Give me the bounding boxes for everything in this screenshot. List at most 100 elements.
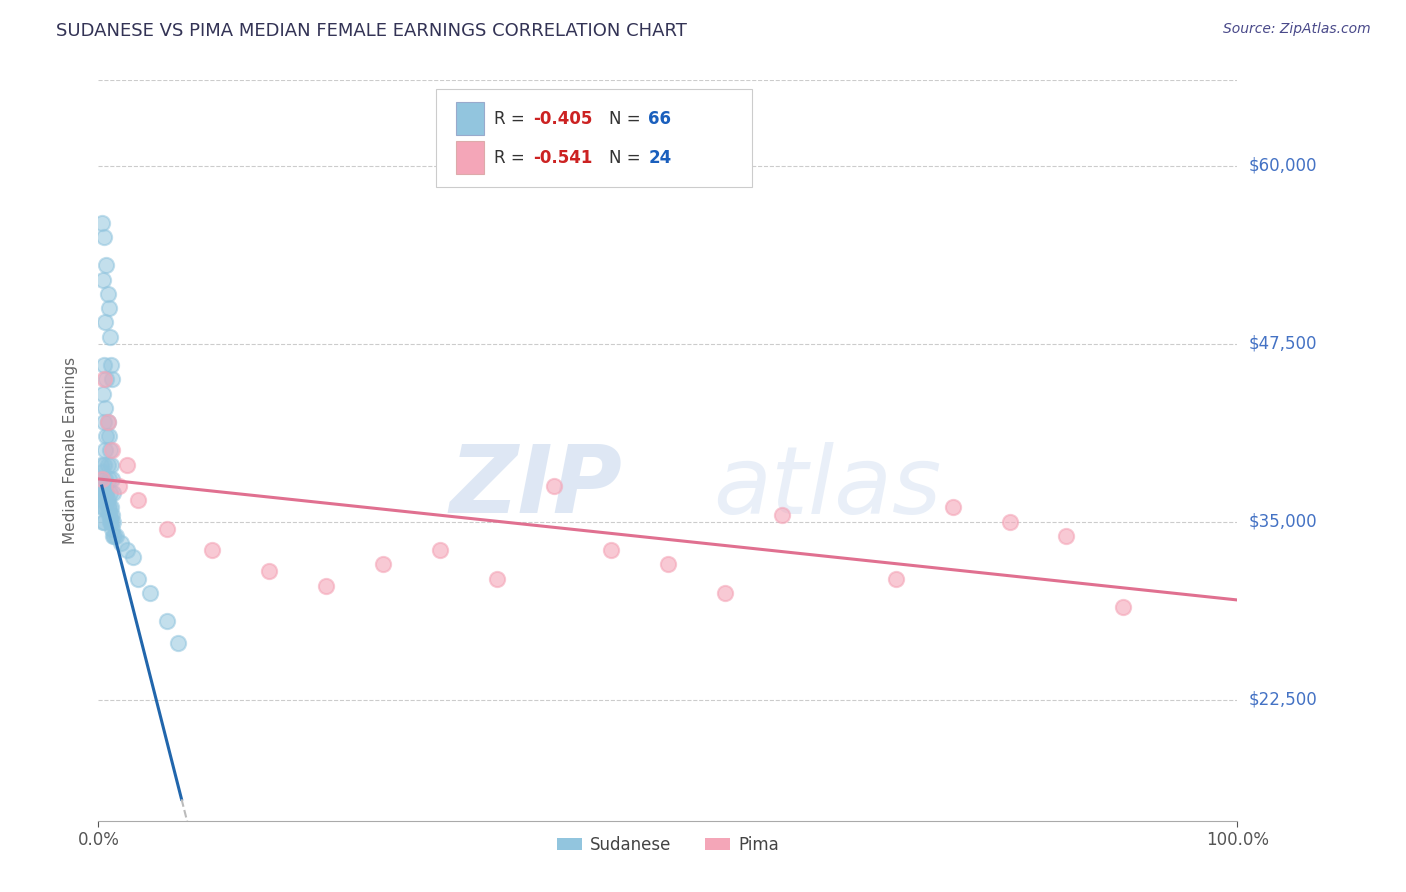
- Point: [103, 529, 125, 543]
- Point: [98, 486, 121, 500]
- Point: [121, 550, 143, 565]
- Point: [98, 443, 121, 458]
- Point: [96, 259, 118, 273]
- Point: [108, 479, 131, 493]
- Point: [115, 458, 138, 472]
- Point: [96, 286, 118, 301]
- Point: [94, 443, 117, 458]
- Text: $22,500: $22,500: [1249, 690, 1317, 708]
- Point: [97, 508, 120, 522]
- Point: [1054, 529, 1078, 543]
- Point: [96, 486, 118, 500]
- Point: [94, 486, 117, 500]
- Point: [93, 515, 115, 529]
- Text: atlas: atlas: [713, 442, 942, 533]
- Point: [103, 515, 125, 529]
- Point: [101, 443, 124, 458]
- Text: $35,000: $35,000: [1249, 513, 1317, 531]
- Point: [93, 486, 115, 500]
- Point: [97, 500, 120, 515]
- Point: [101, 372, 124, 386]
- Point: [770, 508, 793, 522]
- Point: [90, 486, 112, 500]
- Point: [93, 230, 115, 244]
- Point: [91, 272, 114, 286]
- Point: [998, 515, 1021, 529]
- Point: [93, 415, 115, 429]
- Point: [97, 472, 120, 486]
- Point: [201, 543, 224, 558]
- Point: [259, 565, 281, 579]
- Point: [90, 216, 112, 230]
- Text: SUDANESE VS PIMA MEDIAN FEMALE EARNINGS CORRELATION CHART: SUDANESE VS PIMA MEDIAN FEMALE EARNINGS …: [56, 22, 688, 40]
- Legend: Sudanese, Pima: Sudanese, Pima: [550, 829, 786, 861]
- Y-axis label: Median Female Earnings: Median Female Earnings: [63, 357, 77, 544]
- Point: [90, 472, 112, 486]
- Point: [93, 372, 115, 386]
- Point: [90, 465, 112, 479]
- Point: [97, 301, 120, 315]
- Point: [543, 479, 565, 493]
- Point: [600, 543, 623, 558]
- Point: [90, 458, 112, 472]
- Point: [96, 372, 118, 386]
- Point: [96, 500, 118, 515]
- Point: [101, 472, 124, 486]
- Text: R =: R =: [494, 110, 530, 128]
- Text: 66: 66: [648, 110, 671, 128]
- Point: [100, 458, 122, 472]
- Point: [98, 508, 121, 522]
- Point: [94, 472, 117, 486]
- Point: [96, 415, 118, 429]
- Text: $60,000: $60,000: [1249, 157, 1317, 175]
- Point: [94, 315, 117, 329]
- Point: [96, 493, 118, 508]
- Point: [96, 429, 118, 443]
- Point: [96, 415, 118, 429]
- Point: [156, 522, 179, 536]
- Point: [90, 500, 112, 515]
- Point: [138, 586, 160, 600]
- Point: [884, 572, 907, 586]
- Point: [98, 329, 121, 343]
- Point: [90, 493, 112, 508]
- Point: [156, 615, 179, 629]
- Point: [101, 508, 124, 522]
- Point: [94, 401, 117, 415]
- Point: [91, 500, 114, 515]
- Point: [96, 493, 118, 508]
- Point: [100, 358, 122, 372]
- Point: [104, 529, 127, 543]
- Text: $47,500: $47,500: [1249, 334, 1317, 352]
- Text: ZIP: ZIP: [450, 442, 623, 533]
- Text: -0.405: -0.405: [533, 110, 592, 128]
- Point: [429, 543, 451, 558]
- Point: [100, 515, 122, 529]
- Point: [1112, 600, 1135, 615]
- Point: [97, 429, 120, 443]
- Text: N =: N =: [609, 110, 645, 128]
- Point: [127, 572, 149, 586]
- Point: [93, 358, 115, 372]
- Point: [115, 543, 138, 558]
- Point: [714, 586, 737, 600]
- Point: [93, 479, 115, 493]
- Point: [486, 572, 509, 586]
- Point: [371, 558, 394, 572]
- Point: [91, 479, 114, 493]
- Point: [91, 386, 114, 401]
- Point: [98, 515, 121, 529]
- Point: [91, 515, 114, 529]
- Point: [90, 472, 112, 486]
- Text: R =: R =: [494, 149, 530, 167]
- Point: [657, 558, 679, 572]
- Point: [101, 522, 124, 536]
- Point: [110, 536, 132, 550]
- Text: N =: N =: [609, 149, 645, 167]
- Text: -0.541: -0.541: [533, 149, 592, 167]
- Text: 24: 24: [648, 149, 672, 167]
- Point: [103, 486, 125, 500]
- Point: [96, 458, 118, 472]
- Text: Source: ZipAtlas.com: Source: ZipAtlas.com: [1223, 22, 1371, 37]
- Point: [100, 500, 122, 515]
